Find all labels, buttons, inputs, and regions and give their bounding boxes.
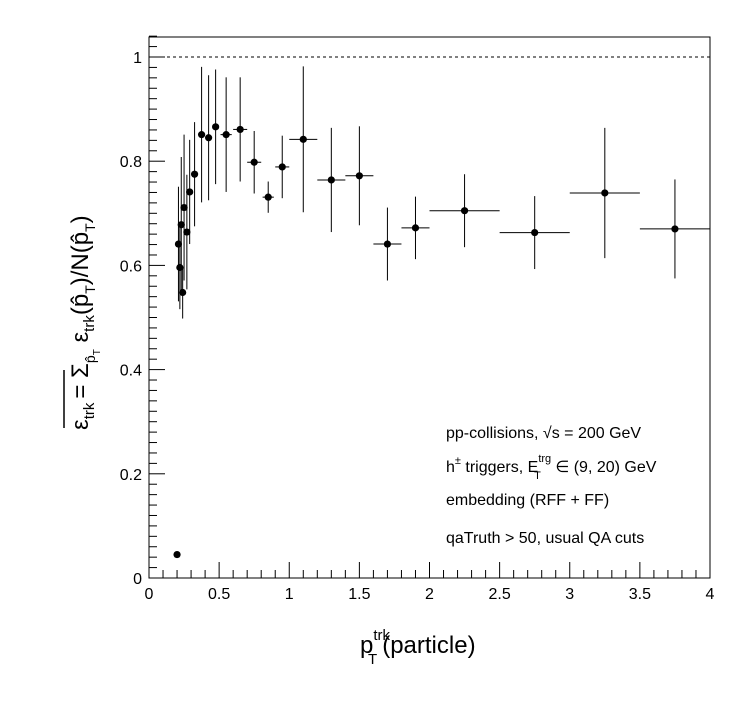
y-title-sum-subsub: T xyxy=(92,349,103,355)
y-title-eps-sub: trk xyxy=(81,402,98,419)
legend-line-2-mid: triggers, E xyxy=(461,459,538,476)
data-point xyxy=(173,550,181,559)
legend-line-2-sup2: trg xyxy=(538,453,551,465)
data-point xyxy=(212,123,220,131)
data-point xyxy=(383,240,392,248)
data-point xyxy=(531,228,539,237)
x-tick-label: 1 xyxy=(285,586,294,603)
data-point xyxy=(299,135,307,143)
axis-ticks xyxy=(148,35,711,579)
data-point xyxy=(180,203,188,212)
x-tick-label: 3 xyxy=(565,586,574,603)
data-point xyxy=(601,189,609,197)
y-title-eps2-sub: trk xyxy=(81,315,98,332)
y-tick-label: 1 xyxy=(133,50,142,67)
x-axis-title: ptrk T (particle) xyxy=(360,627,476,668)
y-title-mid-sub: T xyxy=(82,223,98,232)
legend: pp-collisions, √s = 200 GeV h± triggers,… xyxy=(446,425,657,547)
legend-line-1: pp-collisions, √s = 200 GeV xyxy=(446,425,641,442)
data-point xyxy=(205,134,213,142)
data-point xyxy=(250,158,258,166)
y-title-close: ) xyxy=(67,215,94,223)
y-title-eps: ε xyxy=(67,419,94,430)
y-tick-label: 0.6 xyxy=(120,258,142,275)
data-point xyxy=(411,224,420,232)
legend-line-3: embedding (RFF + FF) xyxy=(446,492,609,509)
axis-tick-labels: 0 0.5 1 1.5 2 2.5 3 3.5 4 0 0.2 0.4 0.6 0.8 1 xyxy=(120,50,715,603)
y-title-eps2: ε xyxy=(67,332,94,350)
data-point xyxy=(179,288,187,297)
x-tick-label: 2.5 xyxy=(489,586,511,603)
data-point xyxy=(186,188,194,196)
data-point xyxy=(177,221,185,229)
data-point xyxy=(183,228,191,236)
x-tick-label: 1.5 xyxy=(348,586,370,603)
data-point xyxy=(264,193,272,201)
data-point xyxy=(327,176,335,184)
x-tick-label: 2 xyxy=(425,586,434,603)
legend-line-2: h± triggers, Etrg T ∈ (9, 20) GeV xyxy=(446,453,657,482)
legend-line-2-pre: h xyxy=(446,459,455,476)
y-tick-label: 0 xyxy=(133,571,142,588)
y-title-open: (p̂ xyxy=(67,294,94,315)
data-point xyxy=(236,125,244,134)
data-point xyxy=(460,207,469,215)
y-title-open-sub: T xyxy=(82,285,98,294)
y-tick-label: 0.8 xyxy=(120,154,142,171)
data-point xyxy=(190,170,199,178)
x-axis-title-sub: T xyxy=(368,651,377,668)
legend-line-2-sub2: T xyxy=(534,470,541,482)
y-tick-label: 0.2 xyxy=(120,467,142,484)
legend-line-2-sup: ± xyxy=(455,455,461,467)
x-axis-title-suffix: (particle) xyxy=(382,632,475,659)
data-point xyxy=(197,131,206,139)
y-title-equals: = Σ xyxy=(67,363,94,399)
data-point xyxy=(355,172,363,180)
y-tick-label: 0.4 xyxy=(120,363,142,380)
y-axis-title: εtrk= Σp̂T εtrk(p̂T)/N(p̂T) xyxy=(67,215,103,430)
x-tick-label: 0.5 xyxy=(208,586,230,603)
y-title-mid: )/N(p̂ xyxy=(67,232,94,285)
y-title-sum-sub: p̂ xyxy=(82,355,98,363)
data-point xyxy=(671,225,679,233)
data-point xyxy=(222,131,230,139)
x-tick-label: 4 xyxy=(706,586,715,603)
x-axis-title-sup: trk xyxy=(373,627,390,644)
y-axis-title-group: εtrk= Σp̂T εtrk(p̂T)/N(p̂T) xyxy=(63,215,103,430)
x-tick-label: 0 xyxy=(145,586,154,603)
x-tick-label: 3.5 xyxy=(629,586,651,603)
legend-line-4: qaTruth > 50, usual QA cuts xyxy=(446,530,644,547)
data-point xyxy=(278,163,286,171)
legend-line-2-post: ∈ (9, 20) GeV xyxy=(551,459,657,476)
data-points xyxy=(173,66,710,559)
x-axis-title-main: p xyxy=(360,632,373,659)
